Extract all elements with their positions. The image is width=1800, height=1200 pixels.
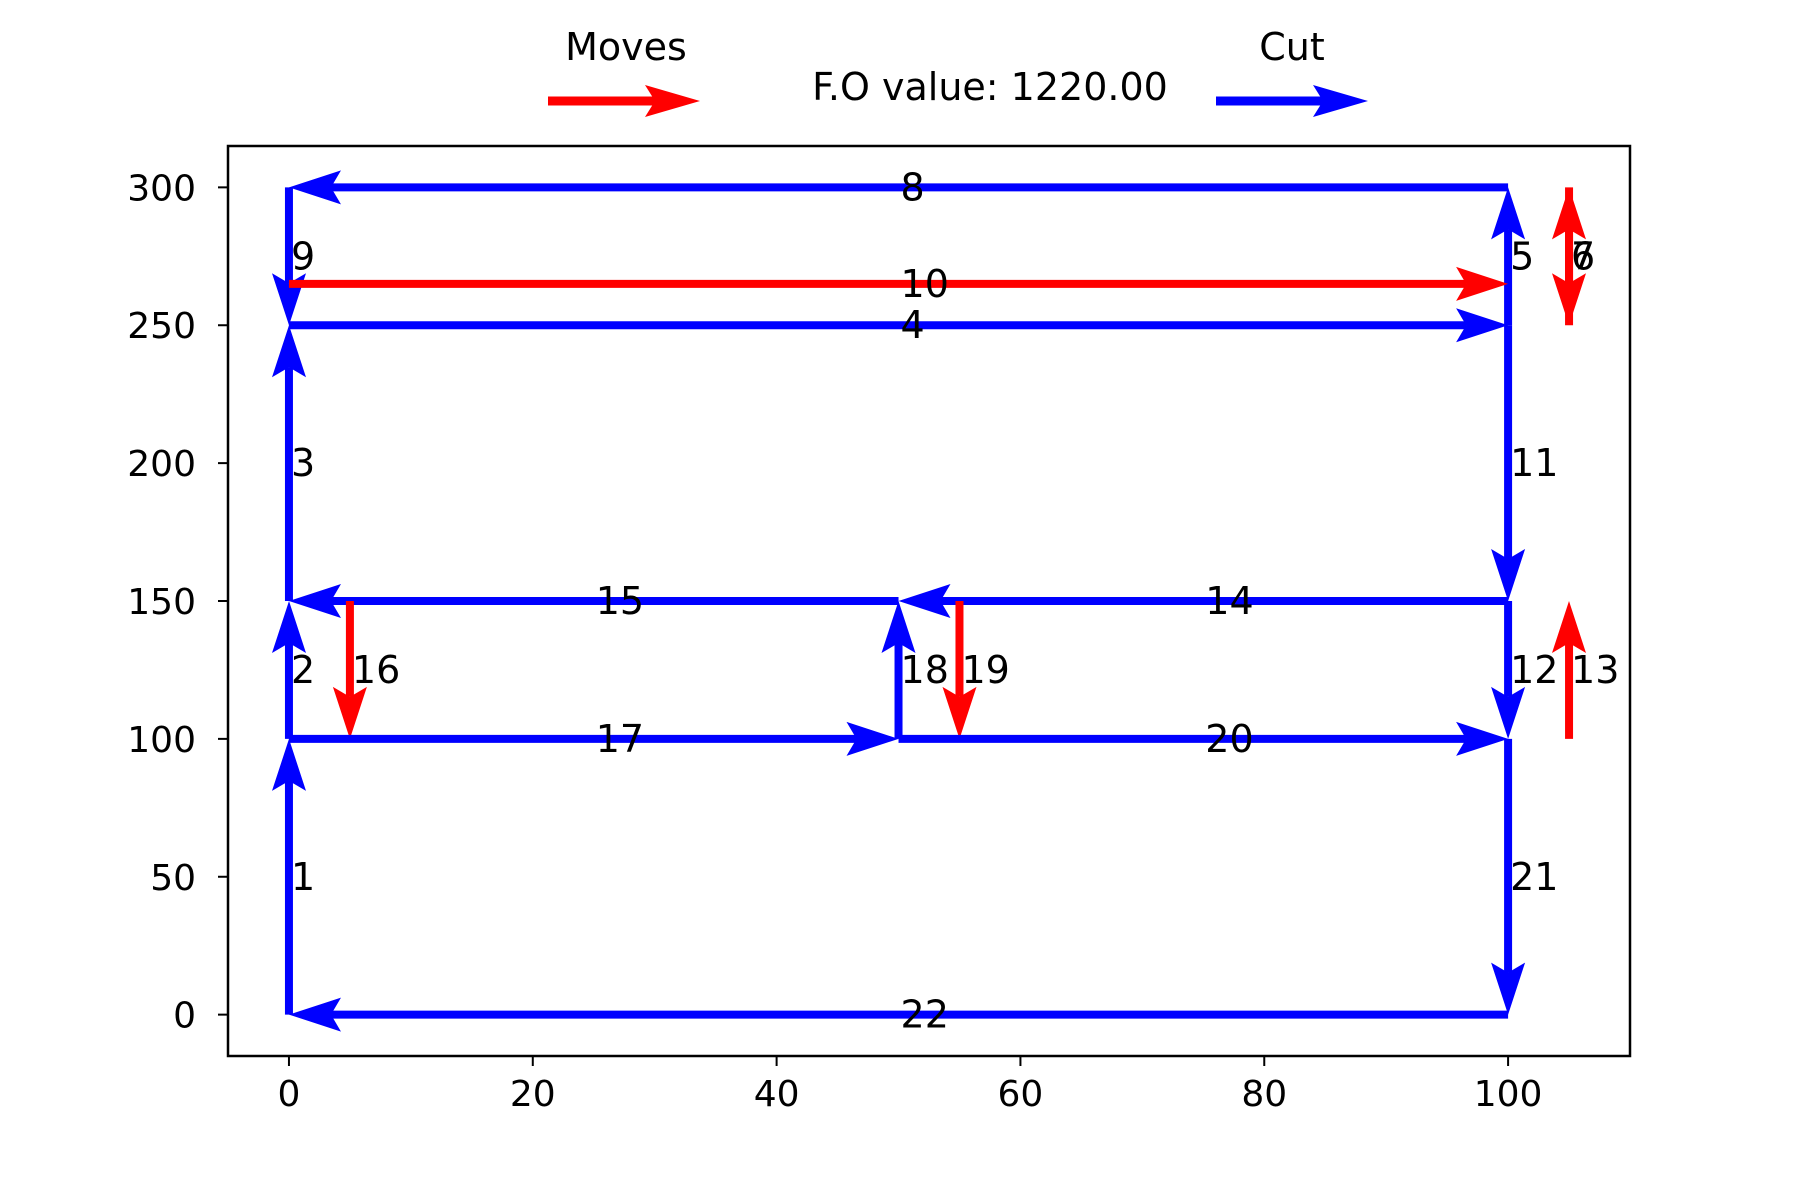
- segment-label-12: 12: [1510, 648, 1558, 692]
- segment-2-arrowhead: [272, 601, 306, 653]
- segment-label-10: 10: [901, 262, 949, 306]
- x-axis: 0 20 40 60 80 100: [278, 1056, 1543, 1115]
- segment-7-arrowhead: [1552, 187, 1586, 240]
- segment-label-15: 15: [596, 579, 644, 623]
- y-tick-label: 150: [127, 582, 196, 623]
- segment-21: 21: [1491, 738, 1558, 1015]
- segment-9: 9: [272, 187, 315, 326]
- segment-20-arrowhead: [1456, 721, 1509, 756]
- segment-label-11: 11: [1510, 441, 1558, 485]
- segment-label-1: 1: [291, 855, 315, 899]
- segment-label-7: 7: [1571, 234, 1595, 278]
- x-tick-label: 0: [278, 1074, 301, 1115]
- segment-14: 14: [898, 579, 1509, 623]
- segment-5-arrowhead: [1491, 187, 1526, 240]
- segment-16: 16: [332, 601, 400, 739]
- x-tick-label: 80: [1241, 1074, 1287, 1115]
- segment-label-17: 17: [596, 717, 644, 761]
- segment-21-arrowhead: [1491, 962, 1526, 1015]
- segment-label-3: 3: [291, 441, 315, 485]
- segment-13: 13: [1552, 601, 1619, 739]
- legend-cut-arrowhead: [1313, 85, 1368, 117]
- segment-8: 8: [289, 165, 1509, 209]
- segment-16-arrowhead: [332, 686, 367, 739]
- y-tick-label: 0: [173, 996, 196, 1037]
- segment-14-arrowhead: [898, 584, 951, 618]
- segment-17: 17: [288, 717, 899, 761]
- y-axis: 0 50 100 150 200 250 300: [127, 168, 228, 1037]
- segment-8-arrowhead: [289, 170, 341, 205]
- segment-11: 11: [1491, 325, 1558, 601]
- segment-13-arrowhead: [1552, 601, 1586, 653]
- segment-5: 5: [1491, 187, 1534, 326]
- x-tick-label: 20: [510, 1074, 556, 1115]
- segment-label-21: 21: [1510, 855, 1558, 899]
- segment-19: 19: [942, 601, 1010, 739]
- x-tick-label: 40: [754, 1074, 800, 1115]
- segment-1: 1: [272, 738, 315, 1015]
- segment-18: 18: [881, 601, 949, 739]
- segment-label-22: 22: [901, 993, 949, 1037]
- legend-cut-label: Cut: [1259, 25, 1325, 69]
- legend-moves-label: Moves: [565, 25, 687, 69]
- chart-title: F.O value: 1220.00: [812, 65, 1168, 109]
- segment-22-arrowhead: [289, 997, 341, 1032]
- y-tick-label: 300: [127, 168, 196, 209]
- segment-label-6: 6: [1571, 234, 1595, 278]
- y-tick-label: 100: [127, 720, 196, 761]
- segment-10-arrowhead: [1456, 266, 1509, 301]
- segment-10: 10: [288, 262, 1509, 306]
- segment-11-arrowhead: [1491, 549, 1526, 601]
- segment-3-arrowhead: [272, 325, 306, 378]
- y-tick-label: 250: [127, 306, 196, 347]
- segment-4-arrowhead: [1456, 308, 1509, 343]
- segment-3: 3: [272, 325, 315, 601]
- y-tick-label: 50: [150, 858, 196, 899]
- segment-12: 12: [1491, 601, 1558, 739]
- segment-12-arrowhead: [1491, 686, 1526, 739]
- segment-7: 7: [1552, 187, 1595, 326]
- segment-label-20: 20: [1205, 717, 1253, 761]
- legend-moves-arrowhead: [645, 85, 700, 117]
- segment-label-14: 14: [1205, 579, 1253, 623]
- segment-label-5: 5: [1510, 234, 1534, 278]
- x-tick-label: 60: [998, 1074, 1044, 1115]
- segment-22: 22: [289, 993, 1509, 1037]
- segment-label-9: 9: [291, 234, 315, 278]
- segment-18-arrowhead: [881, 601, 916, 653]
- segment-19-arrowhead: [942, 686, 977, 739]
- segment-15: 15: [289, 579, 899, 623]
- segment-label-13: 13: [1571, 648, 1619, 692]
- y-tick-label: 200: [127, 444, 196, 485]
- segment-15-arrowhead: [289, 584, 341, 618]
- segment-label-16: 16: [352, 648, 400, 692]
- segment-label-8: 8: [901, 165, 925, 209]
- segment-label-4: 4: [901, 303, 925, 347]
- segment-17-arrowhead: [846, 721, 899, 756]
- segment-20: 20: [898, 717, 1509, 761]
- segment-label-2: 2: [291, 648, 315, 692]
- segment-label-19: 19: [961, 648, 1009, 692]
- segment-label-18: 18: [901, 648, 949, 692]
- segment-1-arrowhead: [272, 738, 306, 791]
- segment-2: 2: [272, 601, 315, 739]
- segment-4: 4: [288, 303, 1509, 347]
- x-tick-label: 100: [1474, 1074, 1543, 1115]
- legend: Moves F.O value: 1220.00 Cut: [548, 25, 1368, 117]
